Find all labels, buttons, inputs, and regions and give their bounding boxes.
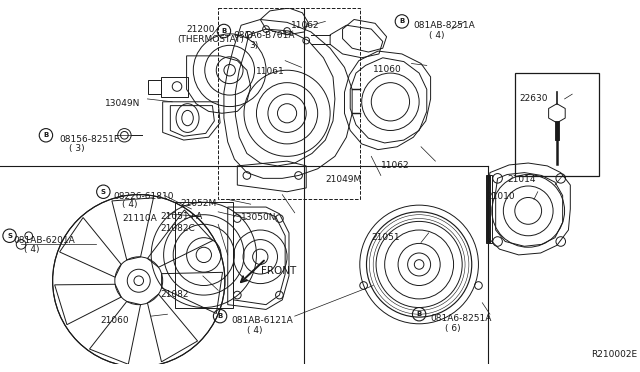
Text: 21082C: 21082C <box>161 224 195 233</box>
Text: 21060: 21060 <box>100 316 129 325</box>
Text: 13049N: 13049N <box>105 99 141 108</box>
Bar <box>218 8 360 199</box>
Text: 21014: 21014 <box>507 176 536 185</box>
Text: 11062: 11062 <box>291 22 319 31</box>
Text: 22630: 22630 <box>520 94 548 103</box>
Text: (THERMOSTAT): (THERMOSTAT) <box>177 35 244 44</box>
Text: ( 4): ( 4) <box>122 201 138 209</box>
Text: 11061: 11061 <box>257 67 285 76</box>
Text: B: B <box>221 28 227 34</box>
Text: 21082: 21082 <box>161 290 189 299</box>
Text: 21049M: 21049M <box>325 176 362 185</box>
Text: 081A6-8251A: 081A6-8251A <box>431 314 492 323</box>
Text: 081AB-8251A: 081AB-8251A <box>413 22 475 31</box>
Text: ( 6): ( 6) <box>445 324 461 333</box>
Text: 081AB-6121A: 081AB-6121A <box>232 316 293 325</box>
Bar <box>515 73 599 176</box>
Text: FRONT: FRONT <box>261 266 296 276</box>
Text: 21010: 21010 <box>486 192 515 201</box>
Text: 08226-61810: 08226-61810 <box>113 192 173 201</box>
Text: B: B <box>218 313 223 319</box>
Text: 21052M: 21052M <box>180 199 216 208</box>
Text: B: B <box>417 311 422 317</box>
Text: S: S <box>101 189 106 195</box>
Text: B: B <box>399 18 404 25</box>
Text: 11060: 11060 <box>373 65 402 74</box>
Text: ( 4): ( 4) <box>429 31 444 40</box>
Text: 08156-8251F: 08156-8251F <box>60 135 119 144</box>
Text: S: S <box>7 233 12 239</box>
Text: 21110A: 21110A <box>122 214 157 223</box>
Text: 21200: 21200 <box>187 25 215 34</box>
Text: ( 4): ( 4) <box>24 245 40 254</box>
Text: 21051: 21051 <box>371 233 400 242</box>
Text: 11062: 11062 <box>381 161 410 170</box>
Text: R210002E: R210002E <box>591 350 637 359</box>
Text: 081A6-B701A: 081A6-B701A <box>234 31 295 40</box>
Text: 21051+A: 21051+A <box>161 212 203 221</box>
Text: B: B <box>44 132 49 138</box>
Text: 081AB-6201A: 081AB-6201A <box>13 236 75 245</box>
Text: 3): 3) <box>249 41 258 49</box>
Text: ( 3): ( 3) <box>69 144 84 153</box>
Text: 13050N: 13050N <box>241 213 276 222</box>
Text: ( 4): ( 4) <box>247 326 262 335</box>
